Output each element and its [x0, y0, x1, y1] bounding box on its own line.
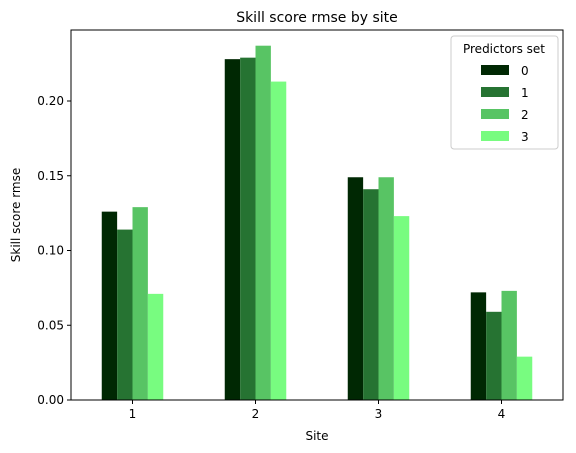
y-tick-label: 0.10	[37, 244, 64, 258]
bar-series-1-site-4	[486, 311, 502, 400]
bars-group	[101, 45, 533, 401]
x-tick-label: 4	[498, 407, 506, 421]
legend-label-0: 0	[521, 64, 529, 78]
x-axis-label: Site	[305, 429, 328, 443]
chart-title: Skill score rmse by site	[236, 10, 398, 26]
legend-swatch-3	[481, 131, 509, 141]
bar-series-0-site-2	[224, 59, 241, 401]
bar-series-0-site-3	[347, 177, 364, 400]
bar-series-1-site-1	[117, 229, 133, 400]
legend: Predictors set 0 1 2 3	[450, 35, 559, 150]
bar-series-0-site-4	[470, 292, 487, 400]
legend-swatch-1	[481, 87, 509, 97]
x-tick-label: 3	[375, 407, 383, 421]
legend-items: 0 1 2 3	[481, 64, 529, 144]
legend-swatch-2	[481, 109, 509, 119]
bar-series-3-site-1	[147, 293, 164, 400]
bar-series-1-site-3	[363, 189, 379, 400]
bar-series-3-site-3	[393, 216, 410, 400]
y-tick-label: 0.20	[37, 94, 64, 108]
bar-series-1-site-2	[240, 57, 256, 400]
x-axis: 1 2 3 4	[129, 400, 506, 421]
legend-label-1: 1	[521, 86, 529, 100]
bar-series-2-site-3	[378, 177, 394, 400]
y-tick-label: 0.05	[37, 318, 64, 332]
legend-swatch-0	[481, 65, 509, 75]
legend-label-3: 3	[521, 130, 529, 144]
bar-series-0-site-1	[101, 211, 118, 400]
bar-series-3-site-2	[270, 81, 287, 400]
plot-frame	[70, 29, 564, 401]
y-tick-label: 0.00	[37, 393, 64, 407]
y-axis: 0.00 0.05 0.10 0.15 0.20	[37, 94, 71, 407]
y-axis-label: Skill score rmse	[9, 168, 23, 263]
legend-label-2: 2	[521, 108, 529, 122]
bar-series-2-site-4	[501, 290, 517, 400]
y-tick-label: 0.15	[37, 169, 64, 183]
x-tick-label: 2	[252, 407, 260, 421]
legend-title: Predictors set	[463, 42, 545, 56]
x-tick-label: 1	[129, 407, 137, 421]
bar-series-3-site-4	[516, 356, 533, 400]
bar-series-2-site-1	[132, 207, 148, 400]
bar-series-2-site-2	[255, 45, 271, 400]
